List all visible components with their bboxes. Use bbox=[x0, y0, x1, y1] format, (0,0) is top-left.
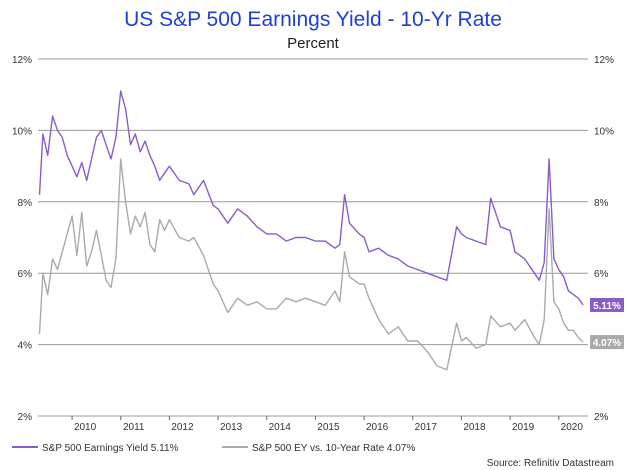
end-badge-label-1: 4.07% bbox=[593, 338, 621, 349]
y-tick-label-left: 2% bbox=[18, 412, 33, 423]
y-tick-label-right: 10% bbox=[594, 126, 614, 137]
x-tick-label: 2012 bbox=[171, 422, 194, 433]
y-tick-label-right: 6% bbox=[594, 269, 609, 280]
chart-title: US S&P 500 Earnings Yield - 10-Yr Rate bbox=[124, 8, 502, 31]
end-badge-0 bbox=[590, 297, 624, 312]
x-tick-label: 2019 bbox=[512, 422, 535, 433]
y-tick-label-left: 4% bbox=[18, 341, 33, 352]
y-tick-label-right: 2% bbox=[594, 412, 609, 423]
y-tick-label-left: 6% bbox=[18, 269, 33, 280]
x-tick-label: 2011 bbox=[123, 422, 145, 433]
y-tick-label-left: 10% bbox=[12, 126, 32, 137]
x-tick-label: 2020 bbox=[561, 422, 584, 433]
x-tick-label: 2013 bbox=[220, 422, 243, 433]
y-tick-label-right: 12% bbox=[594, 55, 614, 66]
source-note: Source: Refinitiv Datastream bbox=[487, 458, 614, 469]
gridlines bbox=[38, 58, 588, 417]
legend: S&P 500 Earnings Yield 5.11% S&P 500 EY … bbox=[12, 443, 415, 454]
end-badge-1 bbox=[590, 335, 624, 350]
end-value-badges: 5.11% 4.07% bbox=[590, 297, 624, 350]
series-line-1 bbox=[38, 158, 584, 371]
legend-label-earnings-yield: S&P 500 Earnings Yield 5.11% bbox=[42, 443, 179, 454]
x-tick-label: 2014 bbox=[269, 422, 292, 433]
end-badge-label-0: 5.11% bbox=[593, 301, 621, 312]
series-group bbox=[38, 90, 584, 371]
series-line-0 bbox=[38, 90, 584, 306]
y-axis-left: 2% 4% 6% 8% 10% 12% bbox=[12, 55, 32, 423]
legend-label-ey-vs-10yr: S&P 500 EY vs. 10-Year Rate 4.07% bbox=[252, 443, 415, 454]
x-tick-label: 2010 bbox=[74, 422, 97, 433]
y-tick-label-left: 12% bbox=[12, 55, 32, 66]
chart-subtitle: Percent bbox=[287, 35, 340, 52]
y-tick-label-right: 8% bbox=[594, 198, 609, 209]
x-tick-label: 2018 bbox=[463, 422, 486, 433]
x-tick-label: 2017 bbox=[415, 422, 438, 433]
x-axis: 2010 2011 2012 2013 2014 2015 2016 2017 2018 2019… bbox=[71, 416, 584, 433]
x-tick-label: 2016 bbox=[366, 422, 389, 433]
y-tick-label-left: 8% bbox=[18, 198, 33, 209]
y-axis-right: 2%4%6%8%10%12% bbox=[594, 55, 614, 423]
x-tick-label: 2015 bbox=[317, 422, 340, 433]
